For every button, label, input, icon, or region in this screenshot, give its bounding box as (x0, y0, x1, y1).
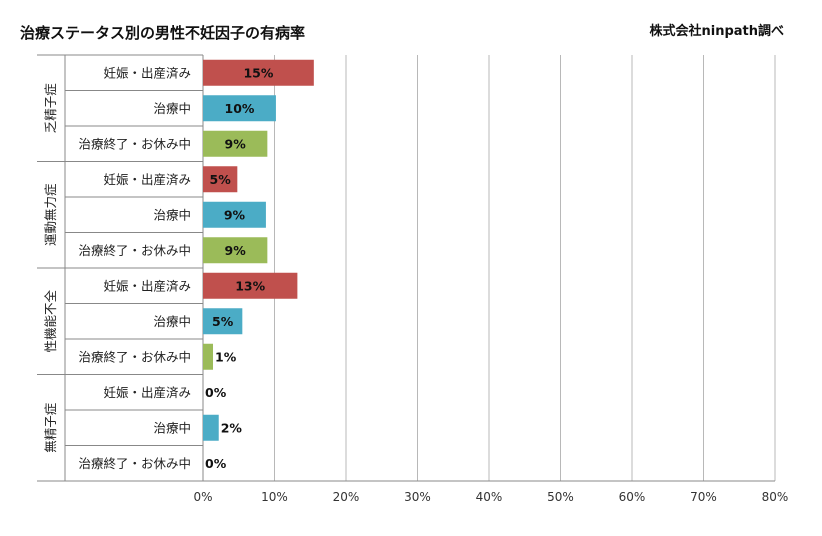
data-label: 5% (212, 314, 234, 329)
category-label: 治療中 (153, 314, 191, 329)
group-label: 運動無力症 (43, 183, 58, 246)
category-label: 治療中 (153, 207, 191, 222)
category-label: 治療中 (153, 101, 191, 116)
source-note: 株式会社ninpath調べ (649, 24, 784, 39)
bar (203, 343, 214, 370)
x-tick-label: 0% (193, 490, 212, 504)
data-label: 10% (225, 101, 255, 116)
category-label: 治療終了・お休み中 (78, 243, 191, 258)
data-label: 0% (205, 385, 227, 400)
bar (203, 237, 268, 264)
x-tick-label: 30% (404, 490, 431, 504)
chart-title: 治療ステータス別の男性不妊因子の有病率 (20, 24, 306, 42)
category-label: 治療終了・お休み中 (78, 349, 191, 364)
x-tick-label: 50% (547, 490, 574, 504)
bar (203, 166, 238, 193)
bar (203, 272, 298, 299)
bar (203, 308, 243, 335)
category-label: 治療終了・お休み中 (78, 136, 191, 151)
bar (203, 95, 276, 122)
bar (203, 414, 219, 441)
group-label: 乏精子症 (43, 83, 58, 133)
data-label: 15% (243, 65, 273, 80)
data-label: 5% (210, 172, 232, 187)
x-tick-label: 80% (762, 490, 789, 504)
category-label: 妊娠・出産済み (103, 172, 191, 187)
data-label: 9% (225, 243, 247, 258)
category-label: 妊娠・出産済み (103, 385, 191, 400)
category-label: 治療中 (153, 420, 191, 435)
category-label: 妊娠・出産済み (103, 65, 191, 80)
data-label: 0% (205, 456, 227, 471)
bar (203, 130, 268, 157)
category-label: 妊娠・出産済み (103, 278, 191, 293)
group-label: 無精子症 (43, 403, 58, 453)
category-label: 治療終了・お休み中 (78, 456, 191, 471)
data-label: 9% (224, 207, 246, 222)
data-label: 13% (235, 278, 265, 293)
x-tick-label: 10% (261, 490, 288, 504)
group-label: 性機能不全 (43, 290, 58, 353)
x-tick-label: 60% (619, 490, 646, 504)
bar (203, 201, 266, 228)
x-tick-label: 40% (476, 490, 503, 504)
data-label: 9% (225, 136, 247, 151)
data-label: 2% (221, 420, 243, 435)
x-tick-label: 70% (690, 490, 717, 504)
bar (203, 59, 314, 86)
x-tick-label: 20% (333, 490, 360, 504)
data-label: 1% (215, 349, 237, 364)
